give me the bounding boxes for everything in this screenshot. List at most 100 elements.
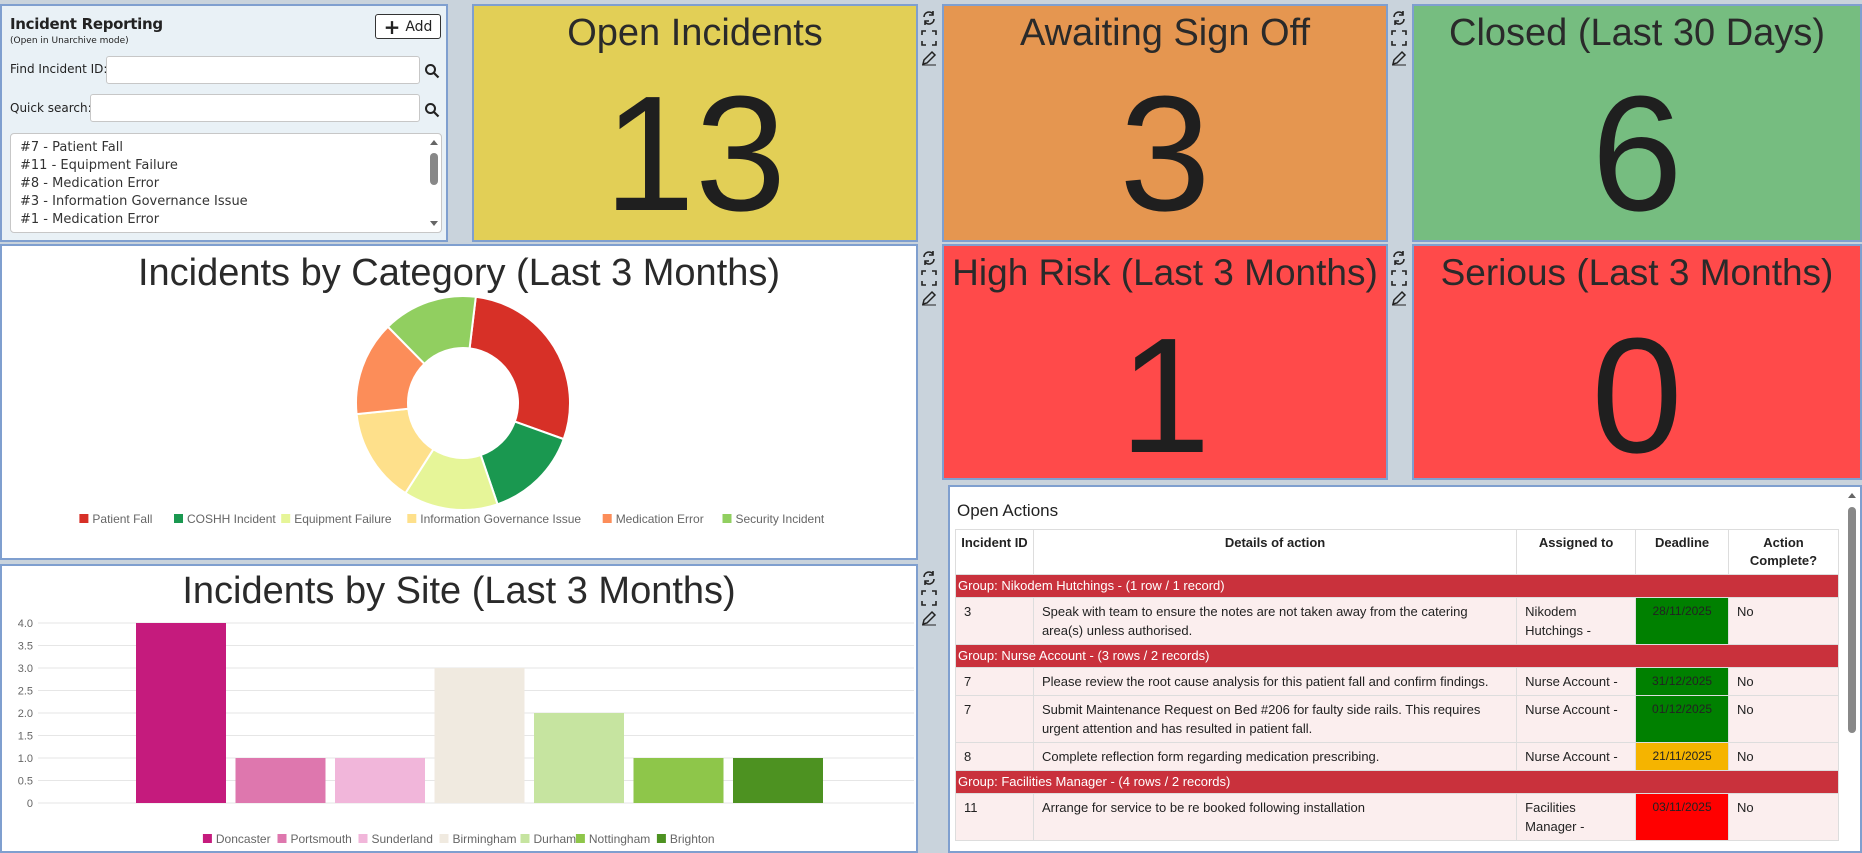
legend-label[interactable]: Medication Error: [616, 512, 704, 526]
kpi-high-risk[interactable]: High Risk (Last 3 Months) 1: [942, 244, 1388, 480]
kpi-awaiting-sign-off[interactable]: Awaiting Sign Off 3: [942, 4, 1388, 242]
table-row[interactable]: 3 Speak with team to ensure the notes are…: [955, 597, 1839, 645]
edit-icon[interactable]: [921, 50, 937, 66]
actions-scrollbar[interactable]: [1846, 487, 1858, 850]
quick-search-input[interactable]: [90, 94, 420, 122]
legend-swatch[interactable]: [722, 514, 732, 523]
column-header[interactable]: Details of action: [1032, 529, 1518, 575]
refresh-icon[interactable]: [921, 250, 937, 266]
y-tick-label: 2.5: [18, 686, 33, 698]
group-row[interactable]: Group: Nikodem Hutchings - (1 row / 1 re…: [955, 574, 1839, 598]
legend-label[interactable]: Security Incident: [736, 512, 825, 526]
group-row[interactable]: Group: Facilities Manager - (4 rows / 2 …: [955, 770, 1839, 794]
find-incident-input[interactable]: [106, 56, 420, 84]
legend-label[interactable]: Patient Fall: [92, 512, 152, 526]
kpi-serious[interactable]: Serious (Last 3 Months) 0: [1412, 244, 1862, 480]
complete-cell: No: [1728, 667, 1839, 696]
refresh-icon[interactable]: [921, 570, 937, 586]
list-scrollbar[interactable]: [428, 135, 440, 231]
complete-cell: No: [1728, 793, 1839, 841]
legend-swatch[interactable]: [575, 834, 585, 843]
bar[interactable]: [434, 668, 525, 803]
site-bar-chart[interactable]: 0 0.5 1.0 1.5 2.0 2.5 3.0 3.5 4.0 Doncaster Portsm…: [2, 566, 916, 851]
expand-icon[interactable]: [921, 270, 937, 286]
legend-swatch[interactable]: [358, 834, 368, 843]
list-item[interactable]: #1 - Medication Error: [20, 212, 160, 227]
add-incident-button[interactable]: + Add: [375, 14, 441, 39]
legend-label[interactable]: Sunderland: [372, 832, 433, 846]
legend-swatch[interactable]: [79, 514, 89, 523]
incident-id-cell: 7: [955, 695, 1034, 743]
legend-swatch[interactable]: [602, 514, 612, 523]
kpi-open-incidents[interactable]: Open Incidents 13: [472, 4, 918, 242]
recent-incidents-list[interactable]: #7 - Patient Fall #11 - Equipment Failur…: [10, 133, 442, 233]
expand-icon[interactable]: [921, 590, 937, 606]
legend-label[interactable]: Equipment Failure: [294, 512, 392, 526]
legend-label[interactable]: Birmingham: [453, 832, 517, 846]
group-label: Group: Facilities Manager - (4 rows / 2 …: [955, 770, 1839, 794]
kpi-closed-last-30-days[interactable]: Closed (Last 30 Days) 6: [1412, 4, 1862, 242]
bar[interactable]: [534, 713, 624, 803]
refresh-icon[interactable]: [1391, 10, 1407, 26]
search-icon[interactable]: [424, 63, 440, 79]
legend-label[interactable]: Information Governance Issue: [420, 512, 581, 526]
bar[interactable]: [633, 758, 724, 803]
bar[interactable]: [136, 623, 226, 803]
bar[interactable]: [235, 758, 326, 803]
list-item[interactable]: #7 - Patient Fall: [20, 140, 123, 155]
scrollbar-thumb[interactable]: [1848, 507, 1856, 733]
pie-slice[interactable]: [468, 295, 571, 441]
legend-label[interactable]: Nottingham: [589, 832, 650, 846]
legend-label[interactable]: Brighton: [670, 832, 715, 846]
y-tick-label: 3.5: [18, 641, 33, 653]
assigned-cell: Nurse Account -: [1516, 742, 1637, 771]
refresh-icon[interactable]: [921, 10, 937, 26]
legend-swatch[interactable]: [277, 834, 287, 843]
list-item[interactable]: #8 - Medication Error: [20, 176, 160, 191]
edit-icon[interactable]: [1391, 290, 1407, 306]
legend-label[interactable]: Doncaster: [216, 832, 271, 846]
pie-slice[interactable]: [386, 295, 477, 366]
legend-label[interactable]: COSHH Incident: [187, 512, 276, 526]
refresh-icon[interactable]: [1391, 250, 1407, 266]
bar[interactable]: [335, 758, 425, 803]
column-header[interactable]: Action Complete?: [1728, 529, 1839, 575]
legend-swatch[interactable]: [407, 514, 417, 523]
column-header[interactable]: Assigned to: [1516, 529, 1637, 575]
table-row[interactable]: 7 Submit Maintenance Request on Bed #206 …: [955, 695, 1839, 743]
expand-icon[interactable]: [1391, 30, 1407, 46]
legend-swatch[interactable]: [202, 834, 212, 843]
scroll-down-icon[interactable]: [428, 219, 440, 229]
legend-swatch[interactable]: [520, 834, 530, 843]
column-header[interactable]: Deadline: [1635, 529, 1730, 575]
legend-swatch[interactable]: [174, 514, 183, 523]
expand-icon[interactable]: [921, 30, 937, 46]
scrollbar-thumb[interactable]: [430, 153, 438, 185]
list-item[interactable]: #11 - Equipment Failure: [20, 158, 178, 173]
expand-icon[interactable]: [1391, 270, 1407, 286]
group-row[interactable]: Group: Nurse Account - (3 rows / 2 recor…: [955, 644, 1839, 668]
deadline-cell: 03/11/2025: [1635, 793, 1730, 841]
scroll-up-icon[interactable]: [1846, 490, 1858, 500]
edit-icon[interactable]: [1391, 50, 1407, 66]
legend-label[interactable]: Portsmouth: [291, 832, 352, 846]
kpi-value: 13: [603, 62, 787, 242]
kpi-value: 6: [1591, 62, 1683, 242]
edit-icon[interactable]: [921, 610, 937, 626]
legend-swatch[interactable]: [281, 514, 291, 523]
column-header[interactable]: Incident ID: [955, 529, 1034, 575]
search-icon[interactable]: [424, 102, 440, 118]
category-donut-chart[interactable]: Patient Fall COSHH Incident Equipment Fail…: [2, 246, 916, 558]
table-row[interactable]: 7 Please review the root cause analysis f…: [955, 667, 1839, 696]
bar[interactable]: [733, 758, 823, 803]
legend-swatch[interactable]: [439, 834, 449, 843]
scroll-up-icon[interactable]: [428, 137, 440, 147]
complete-cell: No: [1728, 597, 1839, 645]
list-item[interactable]: #3 - Information Governance Issue: [20, 194, 248, 209]
table-row[interactable]: 8 Complete reflection form regarding medi…: [955, 742, 1839, 771]
legend-label[interactable]: Durham: [534, 832, 577, 846]
table-row[interactable]: 11 Arrange for service to be re booked fo…: [955, 793, 1839, 841]
edit-icon[interactable]: [921, 290, 937, 306]
kpi-value: 1: [1119, 304, 1211, 480]
legend-swatch[interactable]: [656, 834, 666, 843]
